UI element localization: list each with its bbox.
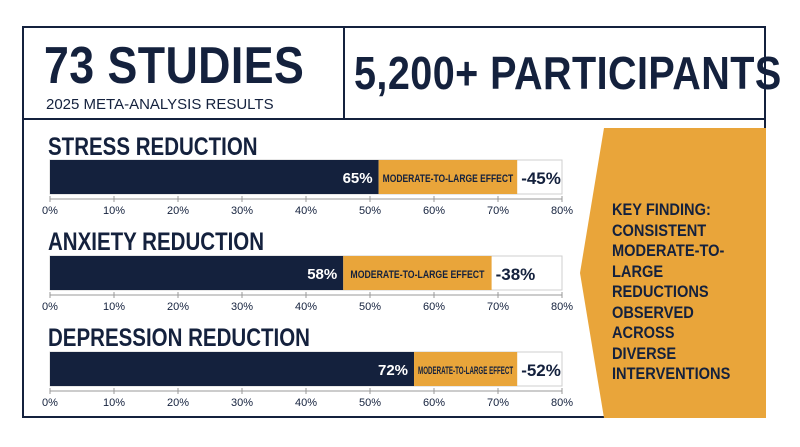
depression-title: DEPRESSION REDUCTION	[48, 324, 310, 352]
key-finding-arrow-shape	[580, 128, 766, 418]
x-tick-label: 40%	[295, 301, 317, 313]
x-tick-label: 10%	[103, 397, 125, 409]
header-row	[22, 26, 766, 120]
studies-count: 73 STUDIES	[44, 37, 305, 95]
x-tick-label: 60%	[423, 397, 445, 409]
value-bar	[50, 352, 415, 386]
key-finding-text: KEY FINDING: CONSISTENT MODERATE-TO-LARG…	[612, 200, 731, 383]
header-divider	[343, 26, 345, 120]
x-tick-label: 40%	[295, 205, 317, 217]
value-bar	[50, 256, 344, 290]
effect-label: MODERATE-TO-LARGE EFFECT	[383, 173, 514, 185]
x-tick-label: 30%	[231, 205, 253, 217]
x-tick-label: 0%	[42, 205, 58, 217]
x-tick-label: 80%	[551, 301, 573, 313]
x-tick-label: 50%	[359, 205, 381, 217]
x-tick-label: 40%	[295, 397, 317, 409]
stress-title: STRESS REDUCTION	[48, 133, 258, 161]
reduction-label: -45%	[521, 169, 561, 188]
effect-label: MODERATE-TO-LARGE EFFECT	[418, 365, 513, 377]
x-tick-label: 70%	[487, 301, 509, 313]
x-tick-label: 70%	[487, 205, 509, 217]
x-tick-label: 70%	[487, 397, 509, 409]
effect-bar	[343, 256, 492, 290]
x-tick-label: 20%	[167, 205, 189, 217]
value-label: 58%	[307, 266, 337, 283]
x-tick-label: 0%	[42, 397, 58, 409]
x-tick-label: 60%	[423, 205, 445, 217]
value-label: 72%	[378, 362, 408, 379]
key-finding-panel	[578, 128, 766, 418]
x-tick-label: 20%	[167, 397, 189, 409]
effect-bar	[414, 352, 518, 386]
value-label: 65%	[343, 170, 373, 187]
value-bar	[50, 160, 379, 194]
effect-label: MODERATE-TO-LARGE EFFECT	[350, 269, 484, 281]
reduction-label: -38%	[496, 265, 536, 284]
x-tick-label: 20%	[167, 301, 189, 313]
anxiety-title: ANXIETY REDUCTION	[48, 228, 265, 256]
x-tick-label: 50%	[359, 301, 381, 313]
header-subtitle: 2025 META-ANALYSIS RESULTS	[46, 96, 274, 113]
x-tick-label: 50%	[359, 397, 381, 409]
x-tick-label: 30%	[231, 397, 253, 409]
x-tick-label: 0%	[42, 301, 58, 313]
effect-bar	[378, 160, 518, 194]
x-tick-label: 30%	[231, 301, 253, 313]
reduction-label: -52%	[521, 361, 561, 380]
x-tick-label: 10%	[103, 205, 125, 217]
participants-count: 5,200+ PARTICIPANTS	[354, 47, 782, 99]
x-tick-label: 80%	[551, 205, 573, 217]
x-tick-label: 60%	[423, 301, 445, 313]
x-tick-label: 80%	[551, 397, 573, 409]
x-tick-label: 10%	[103, 301, 125, 313]
